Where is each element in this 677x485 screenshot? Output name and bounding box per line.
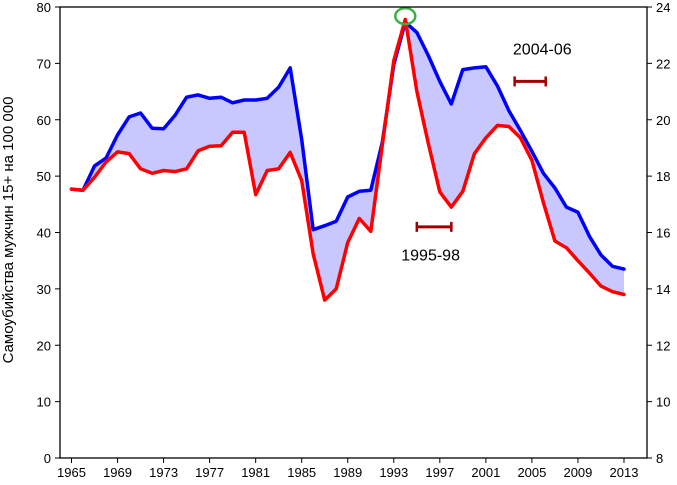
y2-tick-label: 18 [656,169,670,184]
y-axis-label: Самоубийства мужчин 15+ на 100 000 [0,97,17,364]
x-tick-label: 1977 [195,465,224,480]
peak-marker-circle [394,6,417,26]
y-axis-right-ticks: 8 10 12 14 16 18 20 22 24 [647,0,670,466]
x-tick-label: 1981 [241,465,270,480]
y2-tick-label: 22 [656,56,670,71]
x-tick-label: 1973 [149,465,178,480]
x-tick-label: 2001 [471,465,500,480]
x-tick-label: 1997 [425,465,454,480]
y-tick-label: 60 [37,113,51,128]
x-axis-ticks: 1965 1969 1973 1977 1981 1985 1989 1993 1997 2001… [57,458,638,480]
y2-tick-label: 24 [656,0,670,15]
y2-tick-label: 8 [656,451,663,466]
plot-area [69,6,626,302]
x-tick-label: 1965 [57,465,86,480]
y-tick-label: 0 [44,451,51,466]
y2-tick-label: 20 [656,113,670,128]
x-tick-label: 2005 [517,465,546,480]
y-tick-label: 80 [37,0,51,15]
y-tick-label: 20 [37,338,51,353]
series-line-red [69,17,626,302]
y-axis-left-ticks: 0 10 20 30 40 50 60 70 80 [37,0,60,466]
series-line-blue [69,20,626,271]
y2-tick-label: 16 [656,226,670,241]
y-tick-label: 40 [37,226,51,241]
difference-area-fill [71,19,624,301]
period-label: 1995-98 [401,248,460,265]
y2-tick-label: 10 [656,395,670,410]
x-tick-label: 2009 [563,465,592,480]
y-tick-label: 10 [37,395,51,410]
x-tick-label: 1985 [287,465,316,480]
y-tick-label: 70 [37,56,51,71]
x-tick-label: 1989 [333,465,362,480]
y-tick-label: 50 [37,169,51,184]
x-tick-label: 2013 [610,465,639,480]
x-tick-label: 1993 [379,465,408,480]
y2-tick-label: 12 [656,338,670,353]
x-tick-label: 1969 [103,465,132,480]
period-label: 2004-06 [513,41,572,58]
annotations: 1995-98 2004-06 [401,41,571,264]
y2-tick-label: 14 [656,282,670,297]
y-tick-label: 30 [37,282,51,297]
